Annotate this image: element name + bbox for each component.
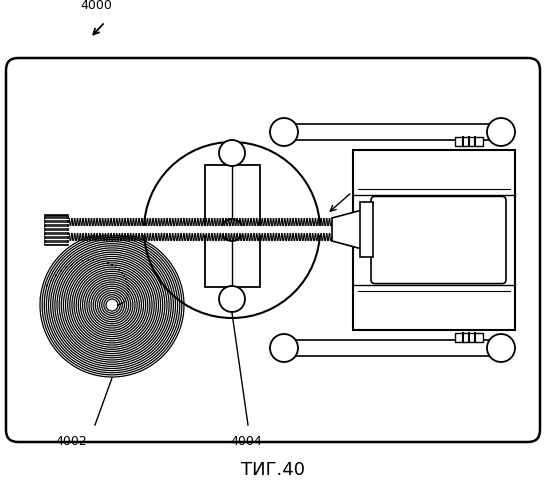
FancyBboxPatch shape xyxy=(371,196,506,284)
Bar xyxy=(284,124,501,140)
Circle shape xyxy=(487,334,515,362)
Bar xyxy=(45,214,68,244)
Bar xyxy=(353,150,515,330)
Bar xyxy=(455,333,483,342)
Text: ΤИГ.40: ΤИГ.40 xyxy=(241,461,305,479)
Circle shape xyxy=(221,219,243,241)
Circle shape xyxy=(144,142,320,318)
Bar xyxy=(68,226,144,234)
Circle shape xyxy=(270,334,298,362)
Circle shape xyxy=(219,140,245,166)
Polygon shape xyxy=(332,210,362,249)
Bar xyxy=(205,165,260,287)
FancyBboxPatch shape xyxy=(6,58,540,442)
Text: 4000: 4000 xyxy=(80,0,112,12)
Bar xyxy=(360,202,373,257)
Text: 4004: 4004 xyxy=(230,435,262,448)
Circle shape xyxy=(487,118,515,146)
Bar xyxy=(284,340,501,356)
Text: 4002: 4002 xyxy=(55,435,87,448)
Circle shape xyxy=(270,118,298,146)
Circle shape xyxy=(219,286,245,312)
Bar xyxy=(455,137,483,146)
